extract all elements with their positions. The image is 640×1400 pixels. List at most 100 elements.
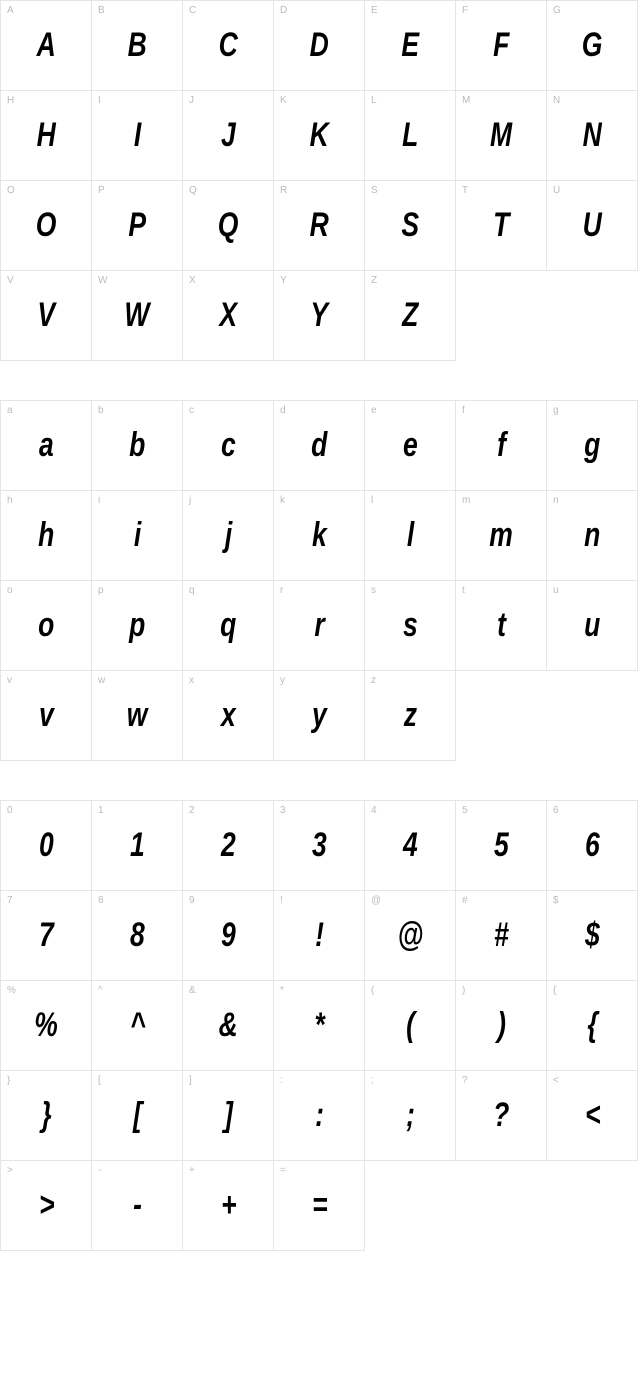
glyph-cell-glyph: j bbox=[225, 516, 232, 555]
glyph-cell: cc bbox=[182, 400, 274, 491]
glyph-cell-label: * bbox=[280, 985, 284, 996]
glyph-cell-label: q bbox=[189, 585, 195, 596]
glyph-cell-glyph: 8 bbox=[130, 916, 144, 955]
glyph-cell-label: V bbox=[7, 275, 14, 286]
glyph-cell-label: ; bbox=[371, 1075, 374, 1086]
glyph-cell-label: 9 bbox=[189, 895, 195, 906]
glyph-cell-label: - bbox=[98, 1165, 101, 1176]
glyph-cell-label: & bbox=[189, 985, 196, 996]
glyph-cell: 99 bbox=[182, 890, 274, 981]
glyph-cell: ## bbox=[455, 890, 547, 981]
glyph-cell-label: ! bbox=[280, 895, 283, 906]
glyph-cell-glyph: z bbox=[404, 696, 416, 735]
glyph-cell-label: { bbox=[553, 985, 556, 996]
glyph-cell-glyph: < bbox=[585, 1096, 600, 1135]
glyph-cell-label: w bbox=[98, 675, 105, 686]
glyph-cell-label: 2 bbox=[189, 805, 195, 816]
glyph-cell: -- bbox=[91, 1160, 183, 1251]
glyph-cell: QQ bbox=[182, 180, 274, 271]
glyph-cell-glyph: H bbox=[37, 116, 55, 155]
glyph-cell-label: Q bbox=[189, 185, 197, 196]
glyph-cell-glyph: s bbox=[403, 606, 417, 645]
glyph-cell: :: bbox=[273, 1070, 365, 1161]
glyph-cell: KK bbox=[273, 90, 365, 181]
glyph-cell-glyph: o bbox=[38, 606, 53, 645]
glyph-cell-glyph: [ bbox=[133, 1096, 141, 1135]
glyph-cell-label: I bbox=[98, 95, 101, 106]
glyph-cell-glyph: } bbox=[41, 1096, 51, 1135]
glyph-cell-glyph: k bbox=[312, 516, 326, 555]
glyph-cell-label: = bbox=[280, 1165, 286, 1176]
glyph-cell-label: K bbox=[280, 95, 287, 106]
glyph-cell-label: T bbox=[462, 185, 468, 196]
glyph-cell-glyph: t bbox=[497, 606, 505, 645]
glyph-cell-glyph: & bbox=[219, 1006, 237, 1045]
glyph-cell-label: f bbox=[462, 405, 465, 416]
glyph-cell: II bbox=[91, 90, 183, 181]
glyph-grid-lowercase: aabbccddeeffgghhiijjkkllmmnnooppqqrrsstt… bbox=[0, 400, 640, 760]
glyph-cell: ?? bbox=[455, 1070, 547, 1161]
glyph-cell-label: % bbox=[7, 985, 16, 996]
glyph-cell: %% bbox=[0, 980, 92, 1071]
glyph-cell: bb bbox=[91, 400, 183, 491]
glyph-cell-glyph: @ bbox=[397, 916, 422, 955]
glyph-cell-label: W bbox=[98, 275, 107, 286]
glyph-cell: dd bbox=[273, 400, 365, 491]
glyph-cell-label: C bbox=[189, 5, 196, 16]
glyph-cell-label: [ bbox=[98, 1075, 101, 1086]
glyph-cell-glyph: + bbox=[221, 1186, 236, 1225]
glyph-cell-glyph: a bbox=[39, 426, 53, 465]
glyph-cell-glyph: X bbox=[220, 296, 237, 335]
glyph-cell: 22 bbox=[182, 800, 274, 891]
glyph-cell-glyph: ? bbox=[493, 1096, 508, 1135]
glyph-cell: $$ bbox=[546, 890, 638, 981]
glyph-cell-label: F bbox=[462, 5, 468, 16]
glyph-cell: ff bbox=[455, 400, 547, 491]
glyph-cell-glyph: ^ bbox=[130, 1006, 145, 1045]
glyph-cell-label: : bbox=[280, 1075, 283, 1086]
glyph-cell-label: 7 bbox=[7, 895, 13, 906]
glyph-cell-label: H bbox=[7, 95, 14, 106]
glyph-cell-glyph: K bbox=[310, 116, 328, 155]
glyph-cell-glyph: U bbox=[583, 206, 601, 245]
glyph-cell-glyph: V bbox=[38, 296, 55, 335]
glyph-cell-glyph: A bbox=[37, 26, 55, 65]
glyph-cell-label: v bbox=[7, 675, 12, 686]
glyph-cell-glyph: q bbox=[220, 606, 235, 645]
glyph-cell-glyph: = bbox=[312, 1186, 327, 1225]
glyph-cell-label: n bbox=[553, 495, 559, 506]
glyph-cell-glyph: R bbox=[310, 206, 328, 245]
glyph-cell-label: # bbox=[462, 895, 468, 906]
glyph-cell: ** bbox=[273, 980, 365, 1071]
glyph-cell-glyph: D bbox=[310, 26, 328, 65]
glyph-cell-label: } bbox=[7, 1075, 10, 1086]
glyph-cell-glyph: 0 bbox=[39, 826, 53, 865]
glyph-cell: nn bbox=[546, 490, 638, 581]
glyph-cell: DD bbox=[273, 0, 365, 91]
glyph-cell-label: 3 bbox=[280, 805, 286, 816]
glyph-cell-glyph: O bbox=[36, 206, 56, 245]
glyph-cell: xx bbox=[182, 670, 274, 761]
glyph-cell-glyph: T bbox=[493, 206, 508, 245]
glyph-cell-glyph: G bbox=[582, 26, 602, 65]
glyph-cell: qq bbox=[182, 580, 274, 671]
glyph-cell-glyph: C bbox=[219, 26, 237, 65]
glyph-cell: && bbox=[182, 980, 274, 1071]
glyph-cell: @@ bbox=[364, 890, 456, 981]
glyph-cell: 55 bbox=[455, 800, 547, 891]
glyph-cell-glyph: 4 bbox=[403, 826, 417, 865]
glyph-grid-uppercase: AABBCCDDEEFFGGHHIIJJKKLLMMNNOOPPQQRRSSTT… bbox=[0, 0, 640, 360]
glyph-cell: 66 bbox=[546, 800, 638, 891]
glyph-cell-glyph: v bbox=[39, 696, 53, 735]
glyph-cell-glyph: 5 bbox=[494, 826, 508, 865]
glyph-cell: CC bbox=[182, 0, 274, 91]
glyph-cell-glyph: { bbox=[587, 1006, 597, 1045]
glyph-cell: uu bbox=[546, 580, 638, 671]
glyph-cell: 77 bbox=[0, 890, 92, 981]
glyph-cell-glyph: * bbox=[314, 1006, 324, 1045]
glyph-cell-label: d bbox=[280, 405, 286, 416]
glyph-cell: hh bbox=[0, 490, 92, 581]
glyph-cell-glyph: l bbox=[407, 516, 414, 555]
glyph-cell-label: M bbox=[462, 95, 470, 106]
glyph-cell: GG bbox=[546, 0, 638, 91]
